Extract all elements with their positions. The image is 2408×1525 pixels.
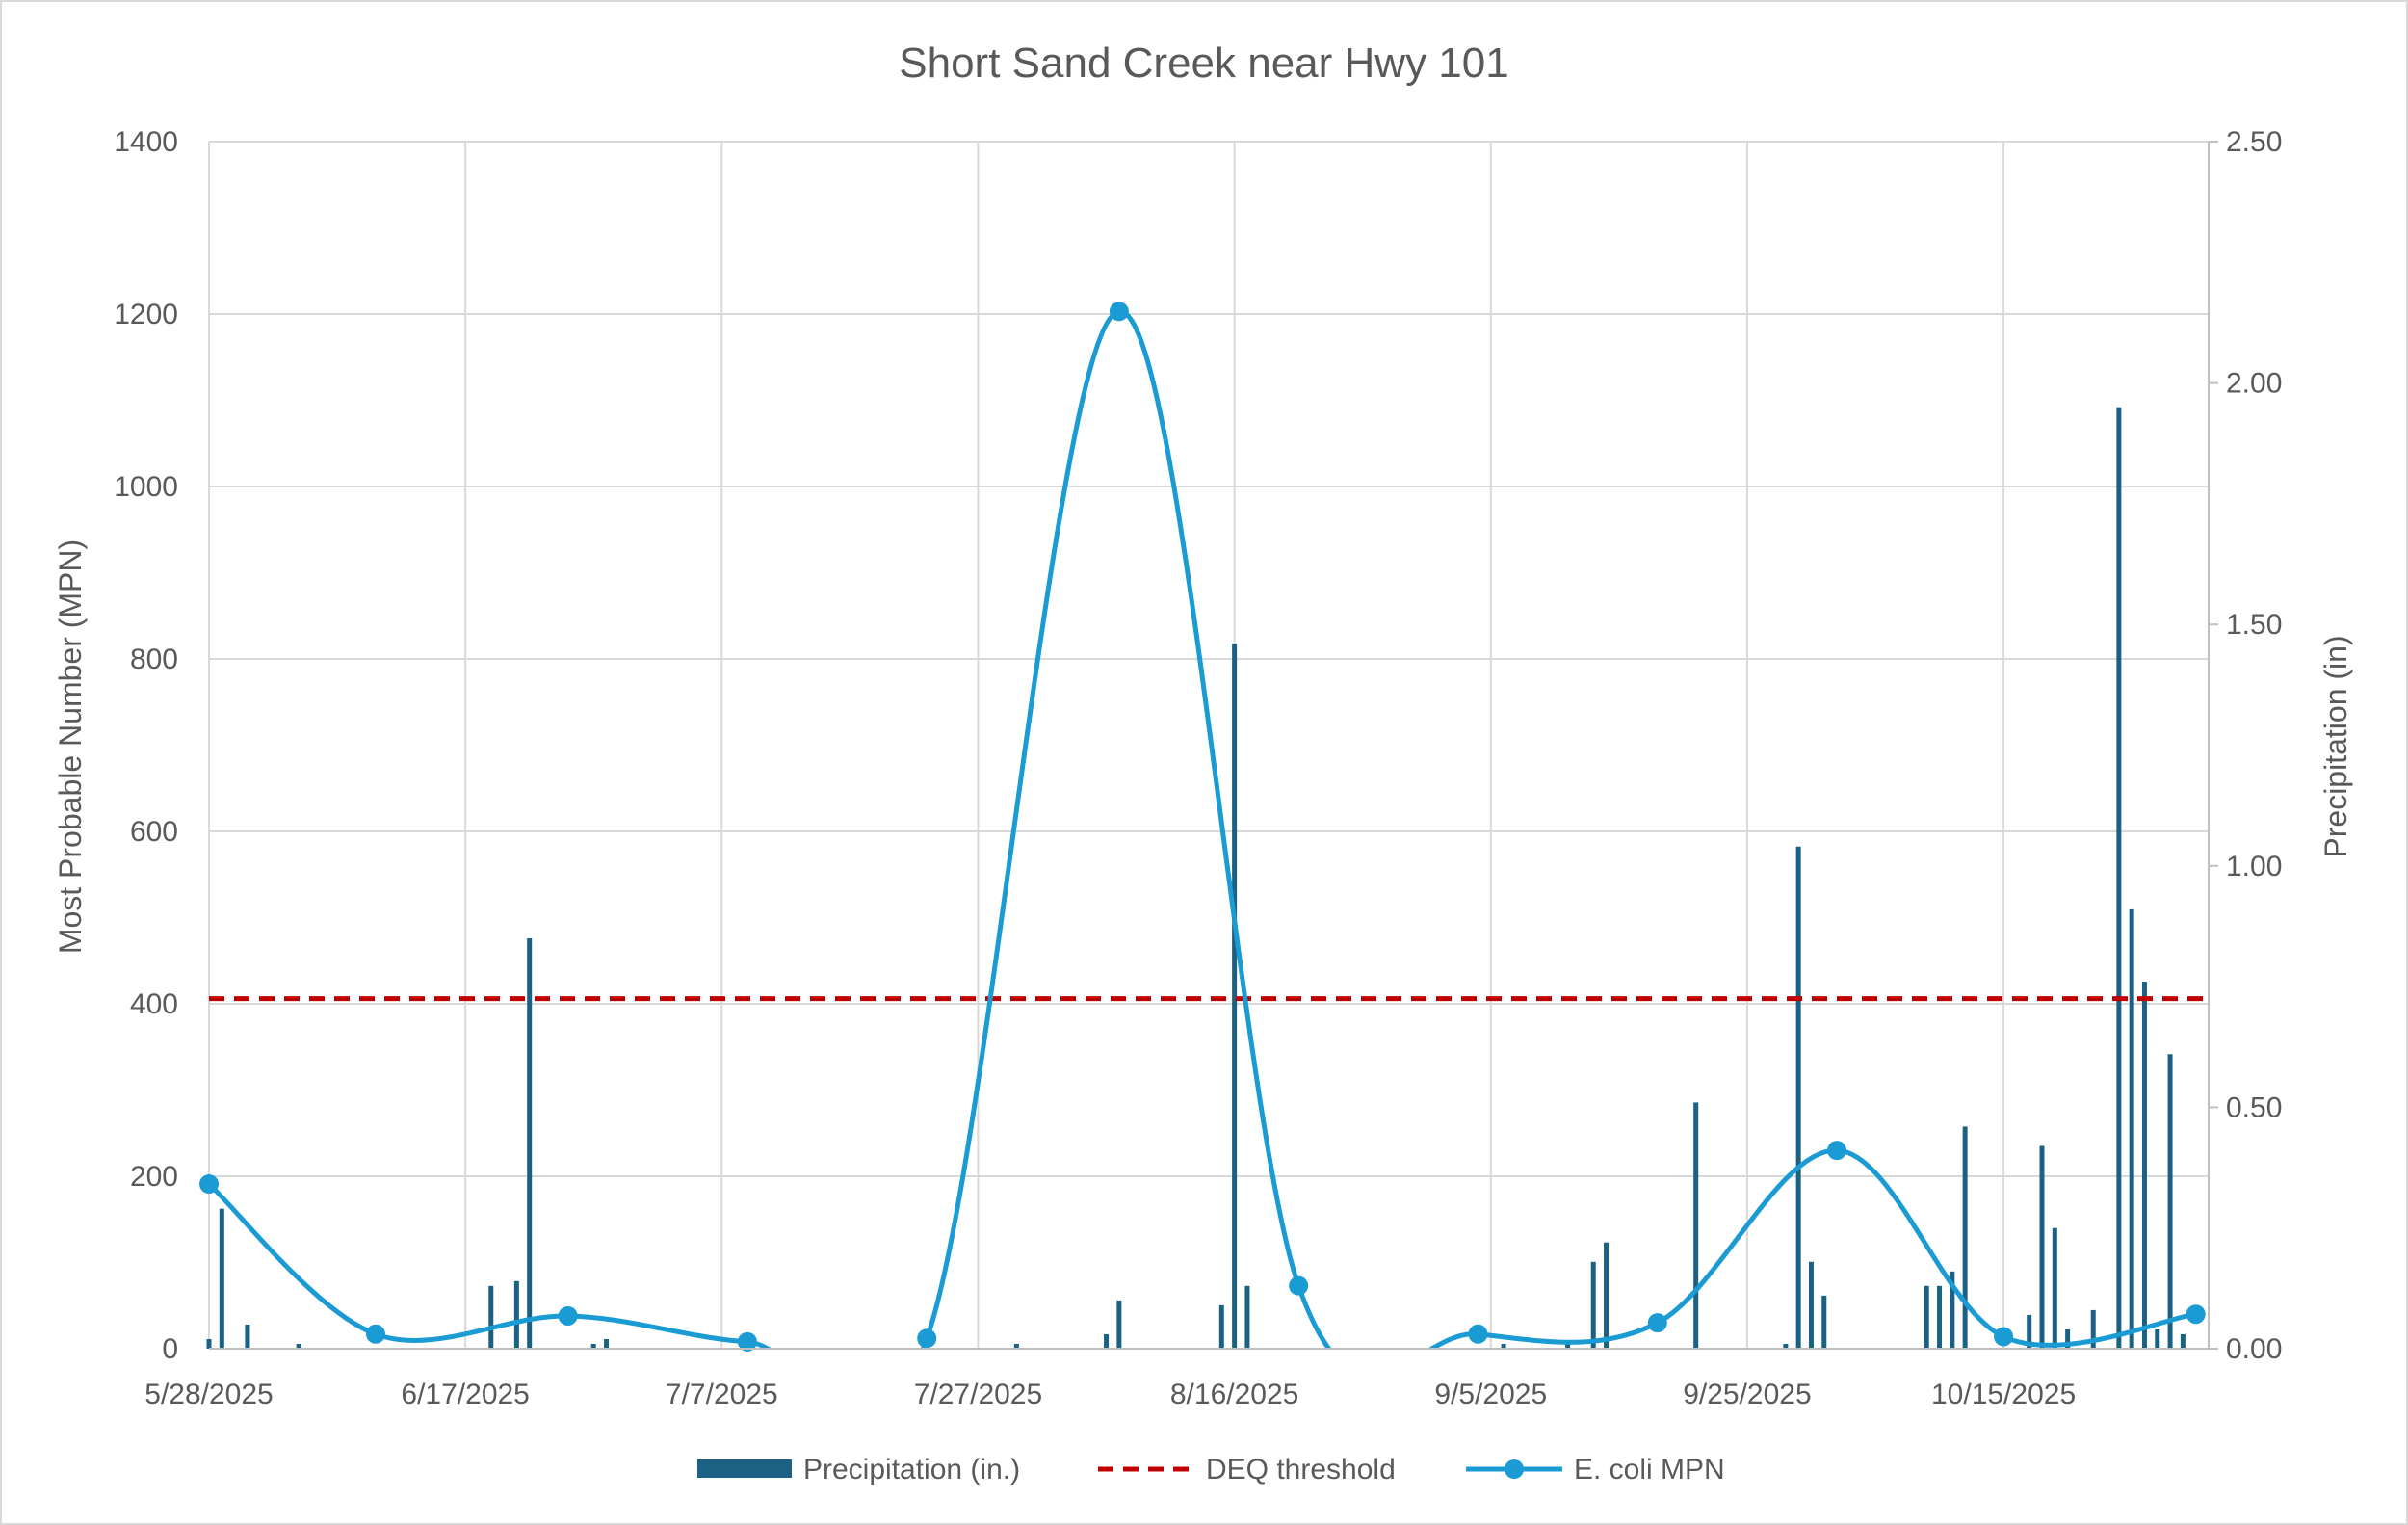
ecoli-marker [1289,1275,1309,1296]
precipitation-bar [245,1324,250,1349]
y-right-tick-label: 2.00 [2226,368,2282,400]
ecoli-marker [917,1328,937,1349]
legend-label-threshold: DEQ threshold [1206,1454,1396,1486]
y-left-tick-label: 1200 [114,299,178,330]
x-tick-label: 6/17/2025 [401,1379,529,1410]
x-tick-label: 5/28/2025 [144,1379,273,1410]
y-left-tick-label: 200 [130,1161,178,1193]
precipitation-bar [1950,1271,1955,1349]
y-left-tick-label: 0 [162,1333,178,1365]
precipitation-bar [1590,1261,1596,1349]
gridlines [208,141,2209,1350]
y-right-tick-label: 2.50 [2226,126,2282,158]
precipitation-bar [1693,1102,1699,1349]
x-tick-label: 9/5/2025 [1434,1379,1547,1410]
y-right-tick-label: 0.50 [2226,1091,2282,1123]
precipitation-bar [2129,908,2134,1349]
ecoli-marker [1109,302,1129,322]
precipitation-bar [604,1338,610,1349]
ecoli-marker [366,1324,385,1344]
precipitation-bar [1962,1126,1968,1349]
chart-title: Short Sand Creek near Hwy 101 [899,39,1508,87]
precipitation-bar [1937,1285,1943,1349]
axes [209,141,2218,1350]
legend-label-precipitation: Precipitation (in.) [803,1454,1020,1486]
ecoli-marker [199,1174,219,1195]
precipitation-bar [1104,1333,1110,1349]
ecoli-line [207,308,2197,1349]
y-left-tick-label: 1400 [114,126,178,158]
precipitation-bar [1116,1300,1122,1349]
precipitation-bar [1218,1304,1224,1349]
y-right-tick-label: 1.00 [2226,851,2282,882]
x-tick-label: 9/25/2025 [1683,1379,1811,1410]
precipitation-bar [2065,1328,2071,1349]
y-left-tick-label: 600 [130,816,178,848]
ecoli-marker [2186,1304,2206,1325]
precipitation-bar [2155,1328,2160,1349]
precipitation-bar [1232,644,1238,1349]
ecoli-marker [1468,1324,1488,1344]
precipitation-bar [590,1343,596,1349]
y-axis-right-title: Precipitation (in) [2318,635,2353,857]
precipitation-bar [1808,1261,1814,1349]
ecoli-marker [1827,1141,1847,1161]
precipitation-bar [219,1208,224,1349]
tick-labels: 0 200 400 600 800 1000 1200 1400 0.00 0.50 1.00 1.5… [114,126,2282,1410]
legend-swatch-ecoli-marker [1505,1459,1524,1479]
ecoli-marker [1647,1313,1667,1333]
ecoli-series [199,302,2206,1352]
ecoli-marker [1994,1327,2014,1347]
precipitation-bar [1783,1343,1789,1349]
precipitation-bar [1795,846,1801,1349]
legend-swatch-precipitation [697,1459,792,1478]
ecoli-marker [558,1305,578,1326]
x-tick-label: 10/15/2025 [1931,1379,2076,1410]
precipitation-bar [1244,1285,1250,1349]
precipitation-bars [206,407,2186,1349]
y-left-tick-label: 400 [130,988,178,1020]
legend-label-ecoli: E. coli MPN [1574,1454,1725,1486]
precipitation-bar [2116,407,2122,1349]
precipitation-bar [2141,982,2147,1349]
precipitation-bar [1604,1242,1610,1349]
precipitation-bar [1821,1295,1827,1349]
y-left-tick-label: 1000 [114,471,178,503]
precipitation-bar [1565,1343,1571,1349]
precipitation-bar [488,1285,494,1349]
precipitation-bar [1924,1285,1929,1349]
precipitation-bar [1013,1343,1019,1349]
x-tick-label: 8/16/2025 [1170,1379,1298,1410]
x-tick-label: 7/7/2025 [666,1379,778,1410]
precipitation-bar [1501,1343,1506,1349]
precipitation-bar [2167,1054,2173,1349]
precipitation-bar [2180,1333,2186,1349]
x-tick-label: 7/27/2025 [914,1379,1042,1410]
y-left-tick-label: 800 [130,644,178,675]
precipitation-bar [2039,1145,2045,1349]
precipitation-bar [513,1280,519,1349]
precipitation-bar [2052,1227,2057,1349]
ecoli-marker [737,1331,757,1352]
precipitation-bar [527,937,533,1349]
precipitation-bar [2090,1309,2096,1349]
precipitation-bar [296,1343,301,1349]
legend: Precipitation (in.) DEQ threshold E. col… [697,1454,1725,1486]
y-right-tick-label: 0.00 [2226,1333,2282,1365]
precipitation-bar [2027,1314,2032,1349]
y-axis-left-title: Most Probable Number (MPN) [53,539,88,954]
y-right-tick-label: 1.50 [2226,609,2282,641]
precipitation-bar [206,1338,212,1349]
